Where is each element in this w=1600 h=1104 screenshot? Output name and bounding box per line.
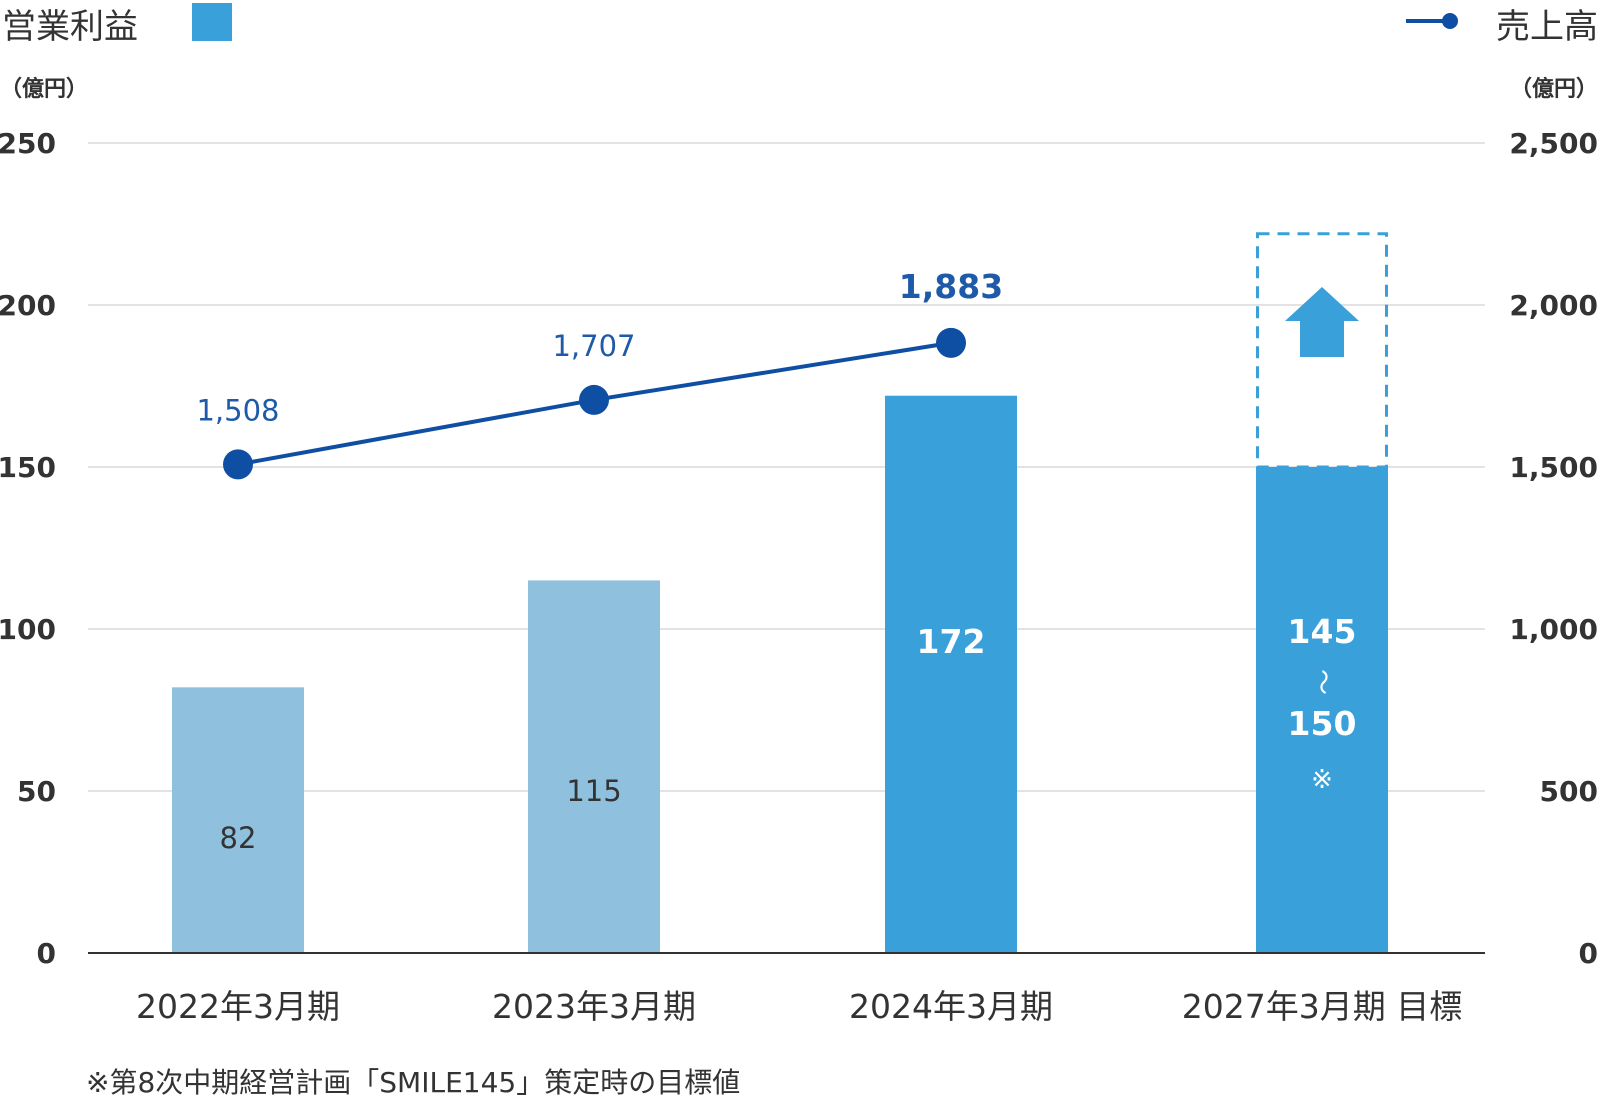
category-label: 2027年3月期 目標: [1182, 987, 1462, 1026]
right-tick-label: 0: [1579, 937, 1598, 970]
line-layer: 1,508 1,707 1,883: [196, 267, 1003, 480]
legend-bar-swatch: [192, 3, 232, 41]
line-point: [936, 327, 966, 358]
left-tick-label: 50: [17, 775, 56, 808]
right-unit-label: （億円）: [1510, 76, 1598, 102]
line-value-label: 1,508: [196, 393, 279, 427]
bar: [1256, 467, 1388, 953]
target-upside-box: [1256, 232, 1388, 469]
left-tick-label: 250: [0, 127, 56, 160]
line-value-label: 1,707: [552, 329, 635, 363]
category-label: 2023年3月期: [492, 987, 696, 1026]
upside-arrow: [1285, 287, 1359, 358]
legend-line-marker: [1442, 13, 1458, 29]
line-point: [579, 384, 609, 415]
bar: [885, 395, 1017, 954]
right-tick-label: 1,500: [1509, 451, 1598, 484]
category-label: 2024年3月期: [849, 987, 1053, 1026]
bar-layer: [172, 232, 1388, 954]
bar-value-label: ※: [1311, 765, 1333, 795]
bar-value-label: 172: [917, 622, 986, 661]
left-tick-label: 0: [37, 937, 56, 970]
right-tick-label: 1,000: [1509, 613, 1598, 646]
category-labels: 2022年3月期 2023年3月期 2024年3月期 2027年3月期 目標: [136, 987, 1462, 1026]
right-axis-ticks: 0 500 1,000 1,500 2,000 2,500: [1509, 127, 1598, 970]
right-tick-label: 2,000: [1509, 289, 1598, 322]
grid-layer: [88, 142, 1485, 792]
line-value-label: 1,883: [899, 267, 1003, 306]
line-point: [223, 449, 253, 480]
bar-value-label: 115: [566, 774, 621, 808]
left-tick-label: 150: [0, 451, 56, 484]
bar: [172, 687, 304, 953]
legend-bar-label: 営業利益: [2, 7, 138, 47]
left-axis-ticks: 0 50 100 150 200 250: [0, 127, 56, 970]
right-tick-label: 500: [1540, 775, 1598, 808]
footnote: ※第8次中期経営計画「SMILE145」策定時の目標値: [86, 1066, 740, 1099]
left-tick-label: 200: [0, 289, 56, 322]
category-label: 2022年3月期: [136, 987, 340, 1026]
left-tick-label: 100: [0, 613, 56, 646]
left-unit-label: （億円）: [0, 76, 88, 102]
label-layer: 82 115 172 145 〜 150 ※: [220, 612, 1357, 855]
bar-value-label: 〜: [1307, 669, 1337, 695]
bar-value-label: 150: [1288, 704, 1357, 743]
bar-value-label: 145: [1288, 612, 1357, 651]
right-tick-label: 2,500: [1509, 127, 1598, 160]
bar: [528, 580, 660, 953]
bar-value-label: 82: [220, 821, 257, 855]
legend-line-label: 売上高: [1496, 7, 1598, 47]
